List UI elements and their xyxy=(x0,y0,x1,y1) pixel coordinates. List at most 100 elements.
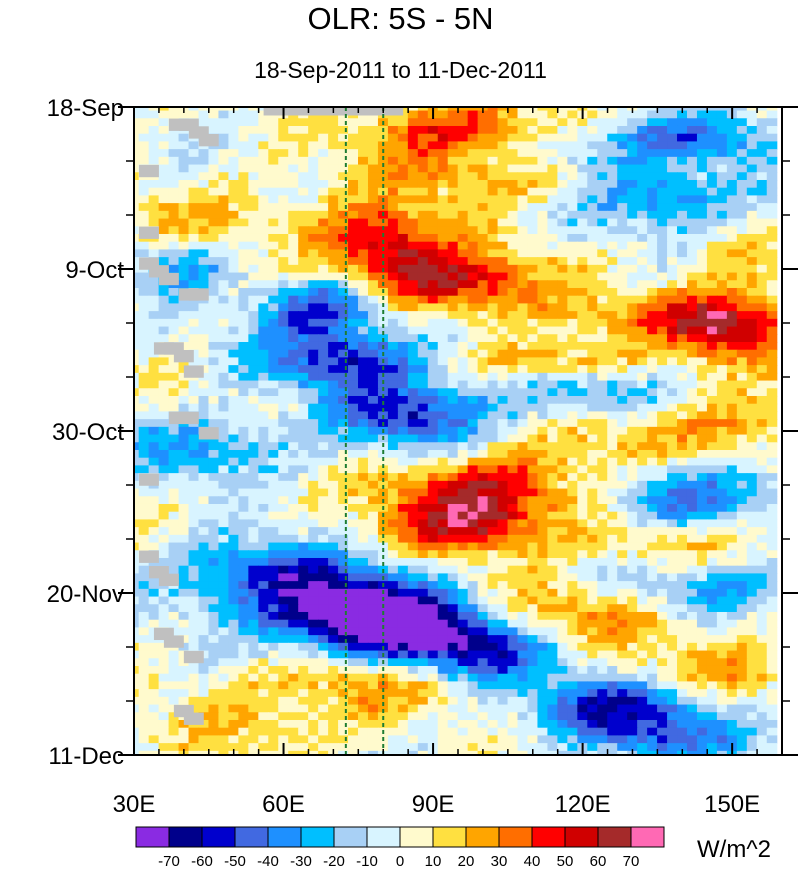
olr-cell xyxy=(617,419,628,428)
olr-cell xyxy=(248,527,259,536)
olr-cell xyxy=(756,581,768,590)
olr-cell xyxy=(706,658,718,667)
olr-cell xyxy=(367,650,379,659)
olr-cell xyxy=(716,195,728,204)
olr-cell xyxy=(258,326,269,335)
olr-cell xyxy=(328,287,339,297)
olr-cell xyxy=(706,341,718,351)
olr-cell xyxy=(577,388,588,397)
olr-cell xyxy=(318,619,329,629)
olr-cell xyxy=(198,149,210,158)
olr-cell xyxy=(134,681,140,690)
olr-cell xyxy=(567,156,578,166)
olr-cell xyxy=(667,249,678,258)
olr-cell xyxy=(507,341,519,351)
olr-cell xyxy=(188,303,200,312)
olr-cell xyxy=(348,195,359,204)
olr-cell xyxy=(567,272,578,281)
olr-cell xyxy=(766,442,778,451)
olr-cell xyxy=(677,226,688,235)
olr-cell xyxy=(238,689,249,698)
olr-cell xyxy=(597,465,608,474)
olr-cell xyxy=(696,311,708,320)
olr-cell xyxy=(288,465,299,474)
olr-cell xyxy=(467,334,479,343)
olr-cell xyxy=(746,118,758,127)
olr-cell xyxy=(288,411,299,420)
olr-cell xyxy=(736,673,748,683)
olr-cell xyxy=(726,125,738,135)
olr-cell xyxy=(437,565,449,575)
olr-cell xyxy=(667,264,678,274)
olr-cell xyxy=(557,172,568,181)
olr-cell xyxy=(367,349,379,359)
olr-cell xyxy=(517,349,529,359)
olr-cell xyxy=(318,480,329,490)
olr-cell xyxy=(497,534,509,544)
olr-cell xyxy=(328,557,339,567)
olr-cell xyxy=(637,303,648,312)
olr-cell xyxy=(148,349,160,359)
olr-cell xyxy=(198,264,210,274)
olr-cell xyxy=(667,388,678,397)
olr-cell xyxy=(138,334,150,343)
olr-cell xyxy=(278,311,289,320)
olr-cell xyxy=(497,372,509,382)
olr-cell xyxy=(248,164,259,173)
olr-cell xyxy=(258,380,269,389)
olr-cell xyxy=(736,241,748,251)
olr-cell xyxy=(617,681,628,690)
olr-cell xyxy=(617,527,628,536)
olr-cell xyxy=(248,218,259,227)
olr-cell xyxy=(417,473,429,482)
olr-cell xyxy=(278,650,289,659)
olr-cell xyxy=(517,272,529,281)
olr-cell xyxy=(716,457,728,467)
olr-cell xyxy=(328,334,339,343)
olr-cell xyxy=(397,658,409,667)
olr-cell xyxy=(527,318,539,328)
olr-cell xyxy=(547,689,558,698)
olr-cell xyxy=(447,511,459,521)
olr-cell xyxy=(716,141,728,150)
olr-cell xyxy=(218,527,230,536)
olr-cell xyxy=(298,195,309,204)
olr-cell xyxy=(288,303,299,312)
olr-cell xyxy=(367,642,379,652)
olr-cell xyxy=(667,303,678,312)
olr-cell xyxy=(726,611,738,621)
olr-cell xyxy=(208,442,220,451)
olr-cell xyxy=(318,149,329,158)
olr-cell xyxy=(268,689,279,698)
olr-cell xyxy=(387,542,399,551)
olr-cell xyxy=(716,334,728,343)
olr-cell xyxy=(627,503,638,513)
olr-cell xyxy=(756,110,768,119)
olr-cell xyxy=(178,596,190,605)
olr-cell xyxy=(746,635,758,644)
olr-cell xyxy=(288,149,299,158)
olr-cell xyxy=(527,233,539,243)
olr-cell xyxy=(686,187,698,197)
olr-cell xyxy=(507,172,519,181)
olr-cell xyxy=(637,534,648,544)
olr-cell xyxy=(647,318,658,328)
olr-cell xyxy=(487,534,499,544)
olr-cell xyxy=(268,187,279,197)
olr-cell xyxy=(417,503,429,513)
olr-cell xyxy=(447,334,459,343)
olr-cell xyxy=(397,164,409,173)
olr-cell xyxy=(686,110,698,119)
olr-cell xyxy=(736,107,748,112)
olr-cell xyxy=(338,480,349,490)
olr-cell xyxy=(607,287,618,297)
olr-cell xyxy=(467,264,479,274)
olr-cell xyxy=(567,426,578,436)
olr-cell xyxy=(288,295,299,305)
olr-cell xyxy=(706,295,718,305)
olr-cell xyxy=(637,503,648,513)
olr-cell xyxy=(587,226,598,235)
olr-cell xyxy=(766,635,778,644)
olr-cell xyxy=(288,133,299,143)
olr-cell xyxy=(358,650,369,659)
